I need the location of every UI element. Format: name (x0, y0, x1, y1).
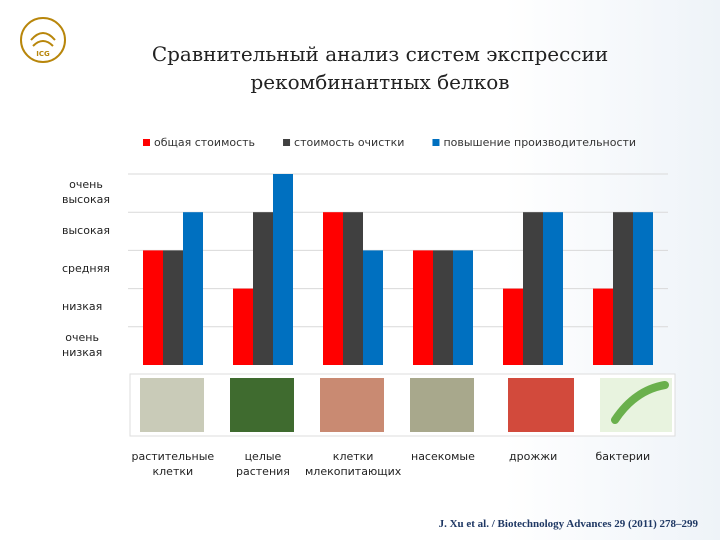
image-yeast (508, 378, 574, 432)
x-tick-label: насекомые (411, 450, 475, 463)
title: Сравнительный анализ систем экспрессии р… (151, 42, 609, 94)
bar (363, 250, 383, 365)
bar (453, 250, 473, 365)
bar (163, 250, 183, 365)
legend-swatch (283, 139, 291, 146)
legend-label: общая стоимость (154, 136, 255, 149)
bar (503, 288, 523, 365)
bar (343, 212, 363, 365)
legend-swatch (143, 139, 150, 146)
bar (233, 288, 253, 365)
image-bacteria-cell (611, 381, 669, 424)
bar (273, 174, 293, 365)
bar (613, 212, 633, 365)
logo-icon (30, 32, 56, 47)
x-tick-label: дрожжи (509, 450, 558, 463)
image-mammal-cells (320, 378, 384, 432)
source: J. Xu et al. / Biotechnology Advances 29… (438, 518, 698, 530)
bar (633, 212, 653, 365)
bar (433, 250, 453, 365)
bar (593, 288, 613, 365)
bar (183, 212, 203, 365)
logo-text: ICG (36, 50, 50, 58)
image-insect-cells (410, 378, 474, 432)
bar (253, 212, 273, 365)
y-tick-label: средняя (62, 262, 110, 275)
x-tick-label: бактерии (595, 450, 651, 463)
legend-label: повышение производительности (443, 136, 636, 149)
x-tick-label: целые растения (236, 450, 290, 478)
bar (143, 250, 163, 365)
x-tick-label: клетки млекопитающих (305, 450, 402, 478)
legend-label: стоимость очистки (294, 136, 404, 149)
x-tick-label: растительные клетки (131, 450, 215, 478)
bar (543, 212, 563, 365)
bar (323, 212, 343, 365)
y-tick-label: очень высокая (62, 178, 110, 206)
y-tick-label: высокая (62, 223, 110, 237)
image-plants (230, 378, 294, 432)
image-plant-cells (140, 378, 204, 432)
bar (413, 250, 433, 365)
y-tick-label: низкая (62, 300, 103, 314)
y-tick-label: очень низкая (62, 330, 103, 359)
bar (523, 212, 543, 365)
legend-swatch (432, 139, 440, 146)
image-strip (129, 373, 676, 437)
